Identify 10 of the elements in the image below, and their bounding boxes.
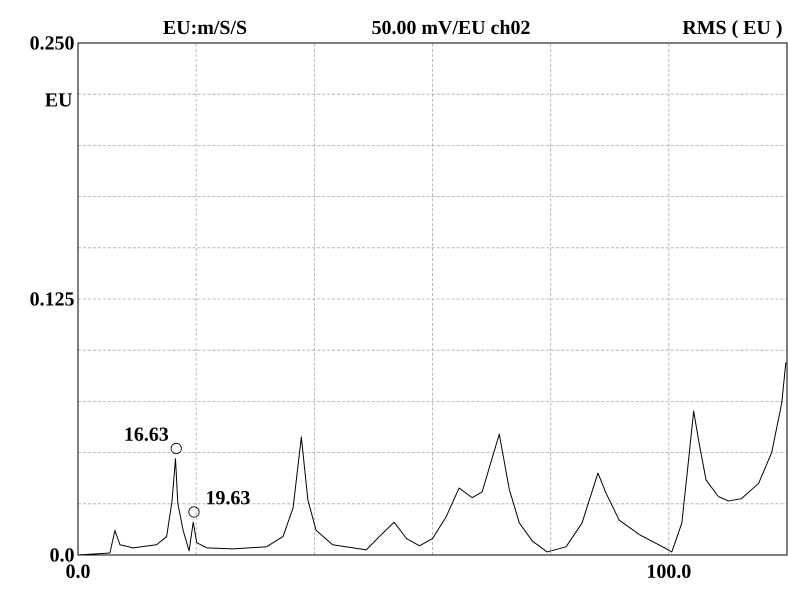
annotation: 19.63: [207, 491, 250, 504]
annotation: 16.63: [126, 428, 168, 441]
y-axis-title: EU: [45, 93, 72, 107]
text: RMS ( EU ): [682, 20, 782, 38]
chart-subtitle: 50.00 mV/EU ch02: [372, 20, 530, 34]
y-tick-label: 0.0: [50, 548, 74, 562]
y-tick-label: 0.125: [30, 292, 74, 306]
chart-title: EU:m/S/S: [163, 20, 246, 34]
y-tick-label: 0.250: [30, 36, 74, 50]
x-tick-label: 100.0: [648, 564, 690, 578]
